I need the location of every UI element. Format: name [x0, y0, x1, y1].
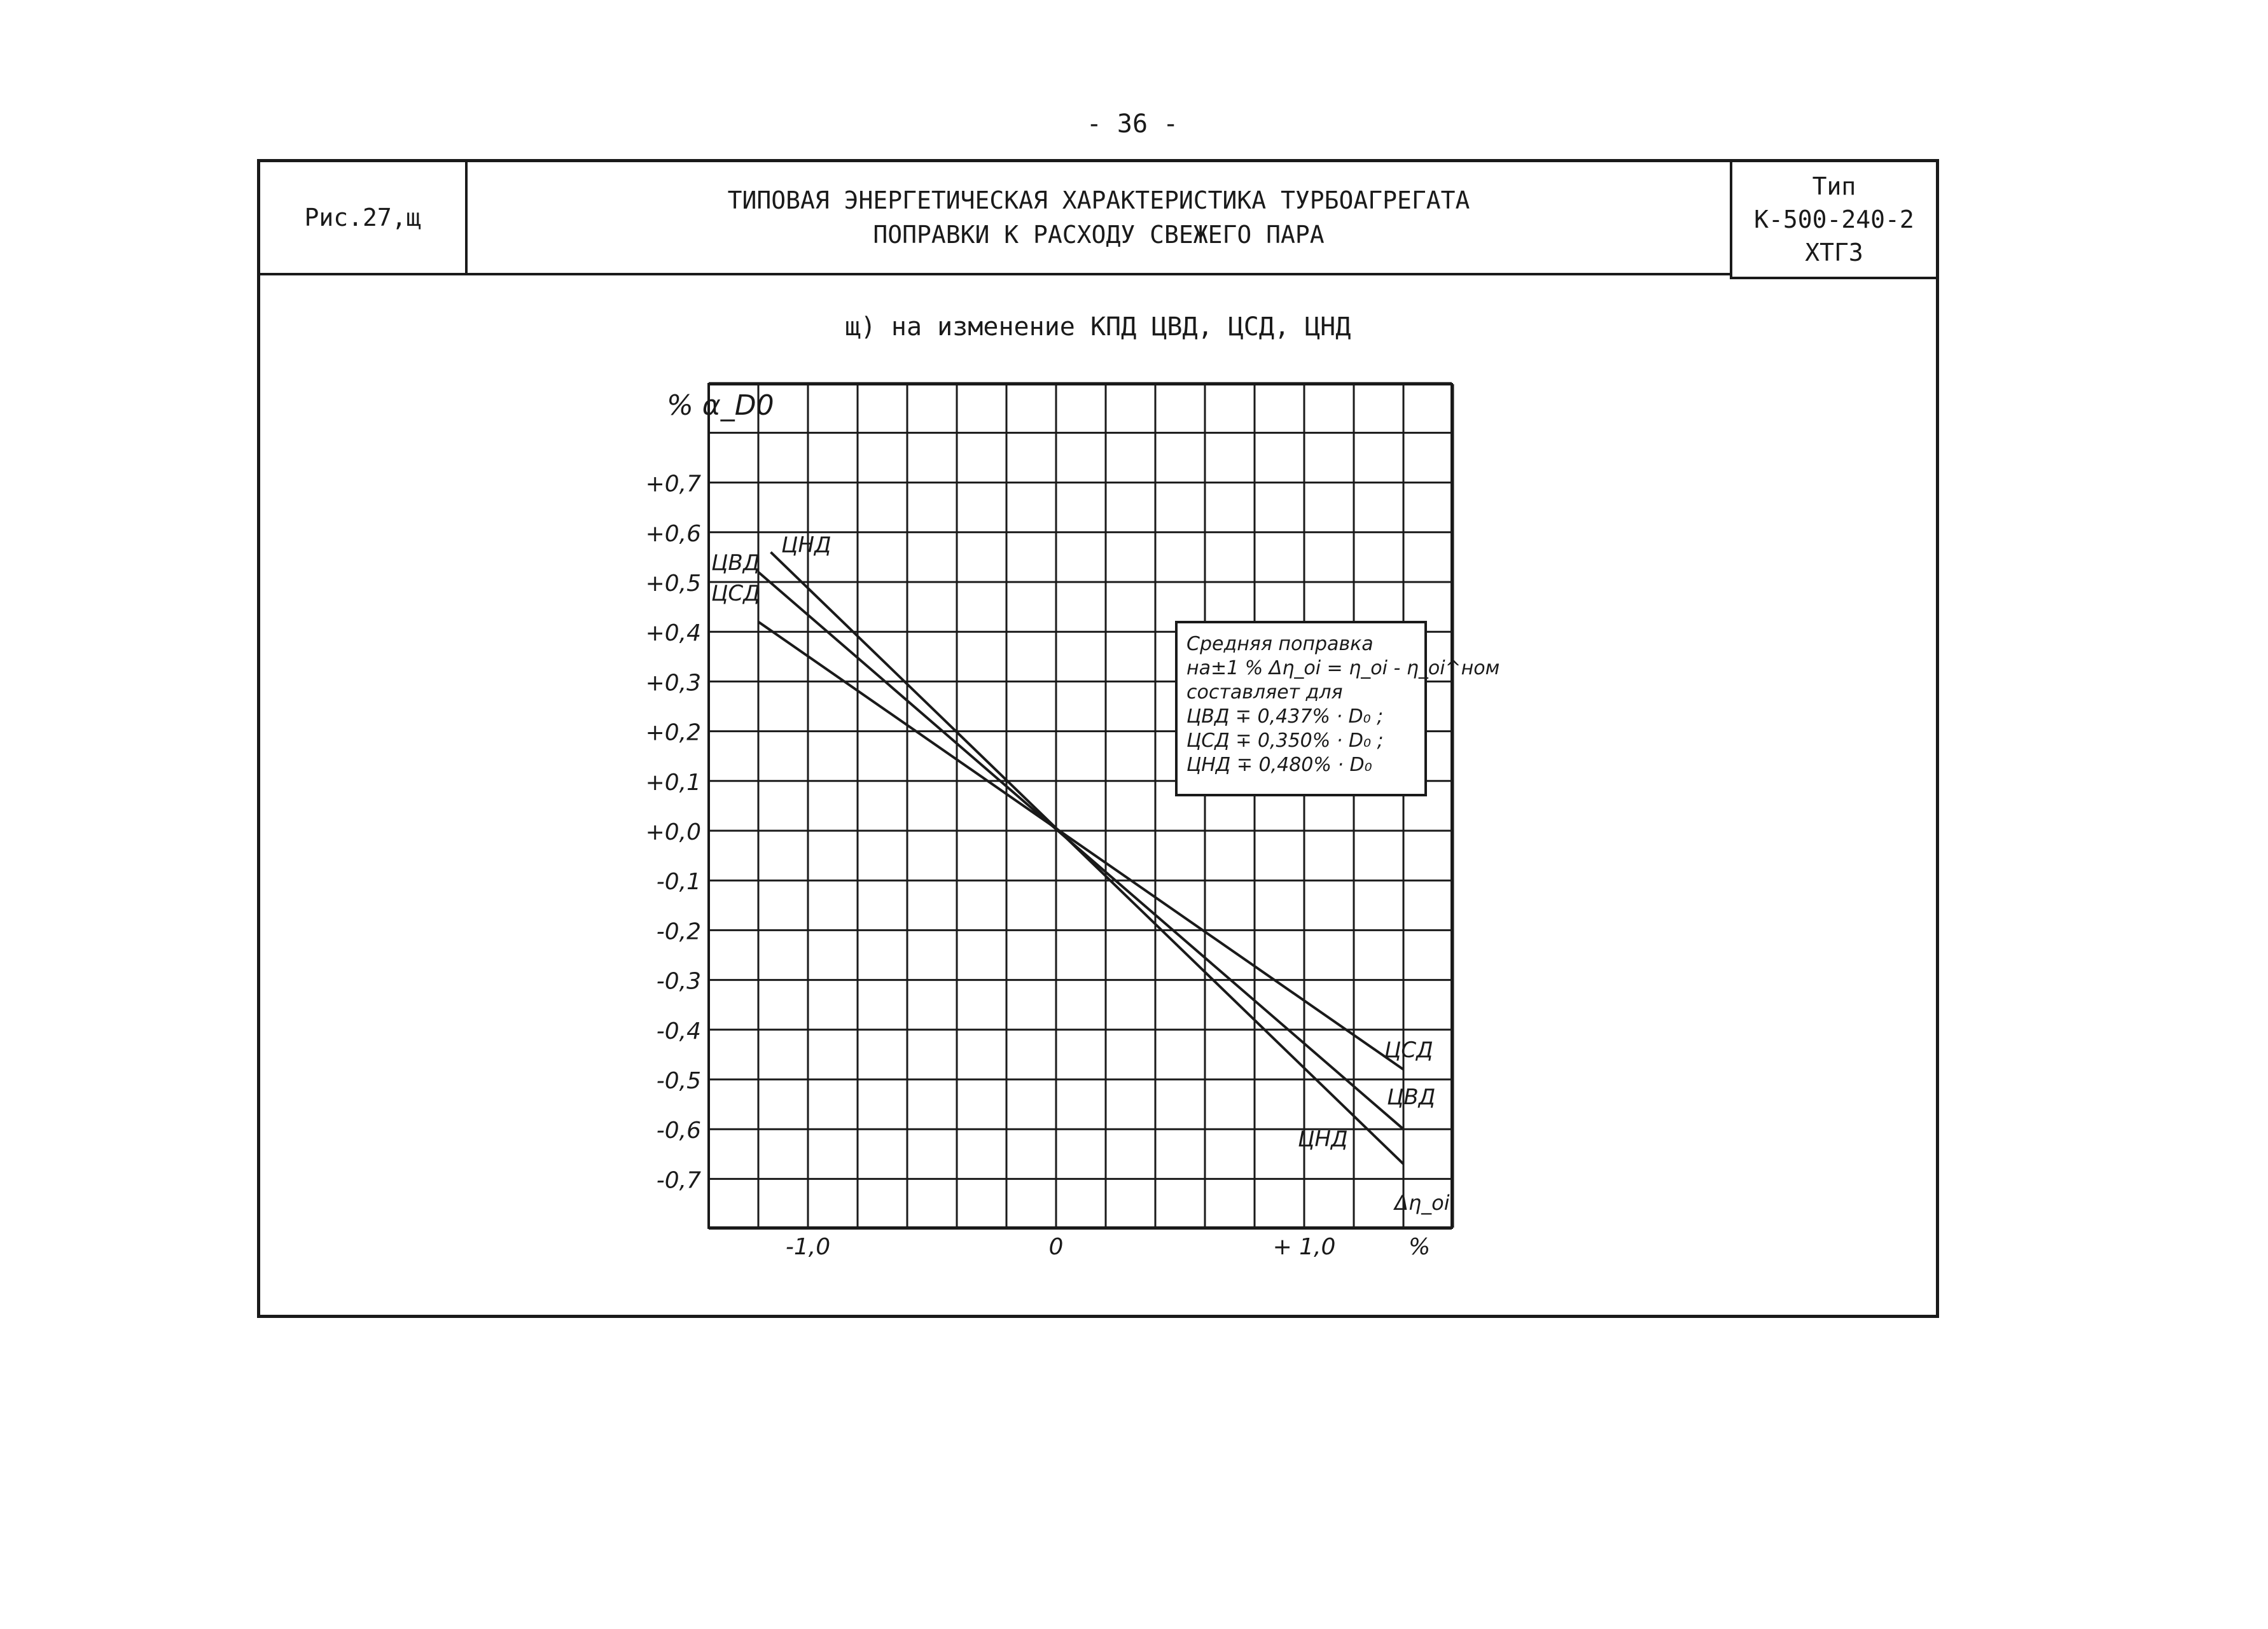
- figure-label: Рис.27,щ: [260, 162, 468, 273]
- note-line-5: ЦСД ∓ 0,350% · D₀ ;: [1186, 730, 1384, 752]
- header-row: Рис.27,щ ТИПОВАЯ ЭНЕРГЕТИЧЕСКАЯ ХАРАКТЕР…: [260, 162, 1936, 279]
- note-line-2: на±1 % Δη_oi = η_oi - η_oi^ном: [1186, 657, 1500, 679]
- series-label: ЦВД: [711, 550, 760, 576]
- series-label: ЦСД: [1384, 1037, 1433, 1063]
- note-box: Средняя поправка на±1 % Δη_oi = η_oi - η…: [1175, 621, 1500, 796]
- note-line-4: ЦВД ∓ 0,437% · D₀ ;: [1186, 705, 1384, 728]
- plot-frame: [707, 383, 1453, 1229]
- x-tick-label: -1,0: [786, 1234, 830, 1260]
- series-label: ЦВД: [1387, 1085, 1435, 1110]
- y-tick-label: +0,3: [646, 670, 701, 696]
- x-tick-label: + 1,0: [1273, 1234, 1336, 1260]
- y-tick-label: -0,3: [657, 969, 701, 995]
- series-line: [757, 620, 1405, 1071]
- y-tick-label: +0,4: [646, 620, 701, 646]
- y-tick-label: -0,1: [657, 869, 701, 895]
- series-label: ЦНД: [781, 532, 831, 558]
- y-tick-label: -0,4: [657, 1018, 701, 1044]
- type-model: К-500-240-2: [1754, 205, 1914, 233]
- x-axis-label: Δη_oi: [1393, 1191, 1450, 1215]
- title-line-1: ТИПОВАЯ ЭНЕРГЕТИЧЕСКАЯ ХАРАКТЕРИСТИКА ТУ…: [727, 186, 1470, 214]
- x-tick-label: 0: [1049, 1234, 1064, 1260]
- chart-subtitle: щ) на изменение КПД ЦВД, ЦСД, ЦНД: [845, 312, 1351, 342]
- note-line-1: Средняя поправка: [1186, 633, 1374, 655]
- page-number: - 36 -: [1086, 109, 1179, 139]
- series-label: ЦНД: [1298, 1126, 1348, 1152]
- note-line-6: ЦНД ∓ 0,480% · D₀: [1186, 754, 1372, 776]
- title-line-2: ПОПРАВКИ К РАСХОДУ СВЕЖЕГО ПАРА: [873, 221, 1325, 249]
- y-tick-label: +0,5: [646, 571, 701, 597]
- y-tick-label: -0,6: [657, 1118, 701, 1144]
- y-axis-label: % α_D0: [667, 389, 774, 422]
- series-line: [770, 551, 1405, 1165]
- x-axis-unit: %: [1409, 1234, 1430, 1260]
- y-tick-label: +0,0: [646, 819, 701, 845]
- type-box: Тип К-500-240-2 ХТГЗ: [1730, 162, 1936, 279]
- y-tick-label: -0,2: [657, 918, 701, 945]
- type-label: Тип: [1812, 172, 1856, 200]
- series-line: [757, 571, 1405, 1130]
- series-label: ЦСД: [711, 581, 760, 606]
- type-maker: ХТГЗ: [1805, 239, 1863, 267]
- y-tick-label: +0,2: [646, 720, 701, 746]
- y-tick-label: +0,6: [646, 521, 701, 547]
- y-tick-label: +0,1: [646, 770, 701, 796]
- figure-frame: Рис.27,щ ТИПОВАЯ ЭНЕРГЕТИЧЕСКАЯ ХАРАКТЕР…: [257, 159, 1939, 1318]
- y-tick-label: -0,7: [657, 1167, 701, 1193]
- figure-title: ТИПОВАЯ ЭНЕРГЕТИЧЕСКАЯ ХАРАКТЕРИСТИКА ТУ…: [468, 162, 1730, 273]
- y-tick-label: -0,5: [657, 1068, 701, 1094]
- note-line-3: составляет для: [1186, 681, 1343, 704]
- y-tick-label: +0,7: [646, 471, 702, 497]
